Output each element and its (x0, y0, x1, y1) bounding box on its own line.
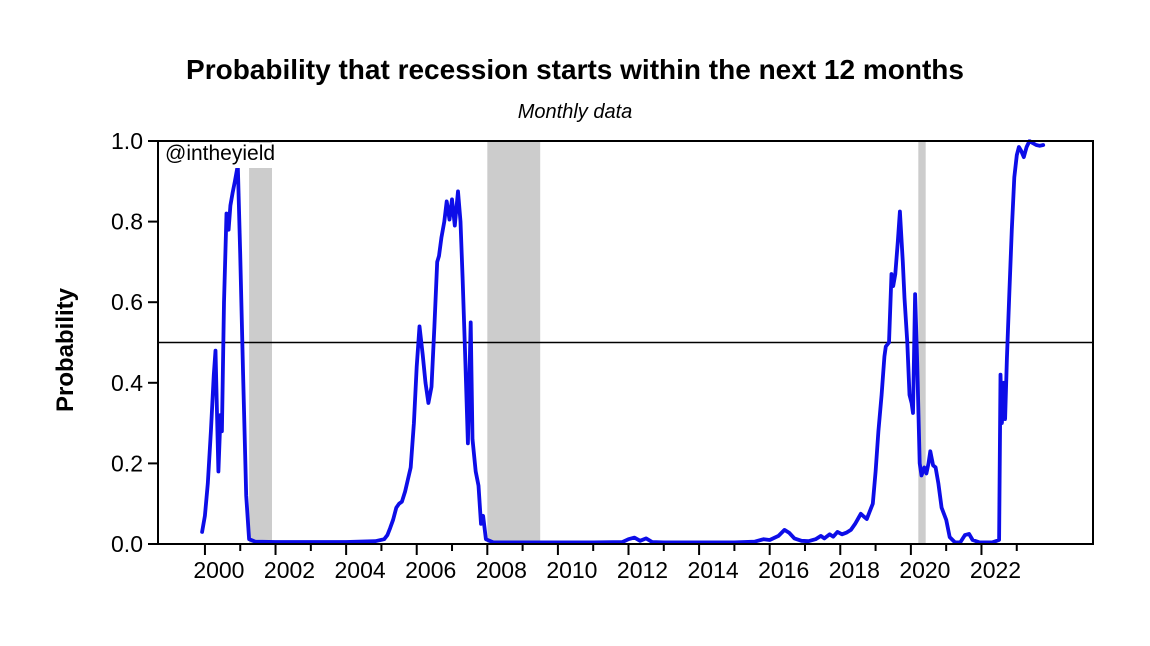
watermark-label: @intheyield (159, 143, 285, 168)
x-axis-tick-label: 2020 (899, 557, 950, 583)
x-axis-tick-label: 2014 (688, 557, 739, 583)
x-axis-tick-label: 2006 (405, 557, 456, 583)
x-axis-tick-label: 2004 (335, 557, 386, 583)
y-axis-tick-label: 0.4 (111, 370, 143, 396)
x-axis-tick-label: 2010 (546, 557, 597, 583)
x-axis-tick-label: 2000 (193, 557, 244, 583)
y-axis-tick-label: 0.8 (111, 209, 143, 235)
y-axis-tick-label: 0.0 (111, 531, 143, 557)
y-axis-tick-label: 0.6 (111, 289, 143, 315)
plot-frame (157, 140, 1094, 545)
probability-line (200, 139, 1046, 545)
x-axis-tick-label: 2016 (758, 557, 809, 583)
x-axis-tick-label: 2018 (829, 557, 880, 583)
chart-title: Probability that recession starts within… (186, 54, 964, 85)
x-axis-tick-label: 2012 (617, 557, 668, 583)
chart-subtitle: Monthly data (517, 101, 633, 123)
y-axis-title: Probability (52, 287, 79, 413)
y-axis-tick-label: 0.2 (111, 450, 143, 476)
y-axis-tick-label: 1.0 (111, 128, 143, 154)
x-axis-tick-label: 2008 (476, 557, 527, 583)
x-axis-tick-label: 2022 (970, 557, 1021, 583)
x-axis-tick-label: 2002 (264, 557, 315, 583)
